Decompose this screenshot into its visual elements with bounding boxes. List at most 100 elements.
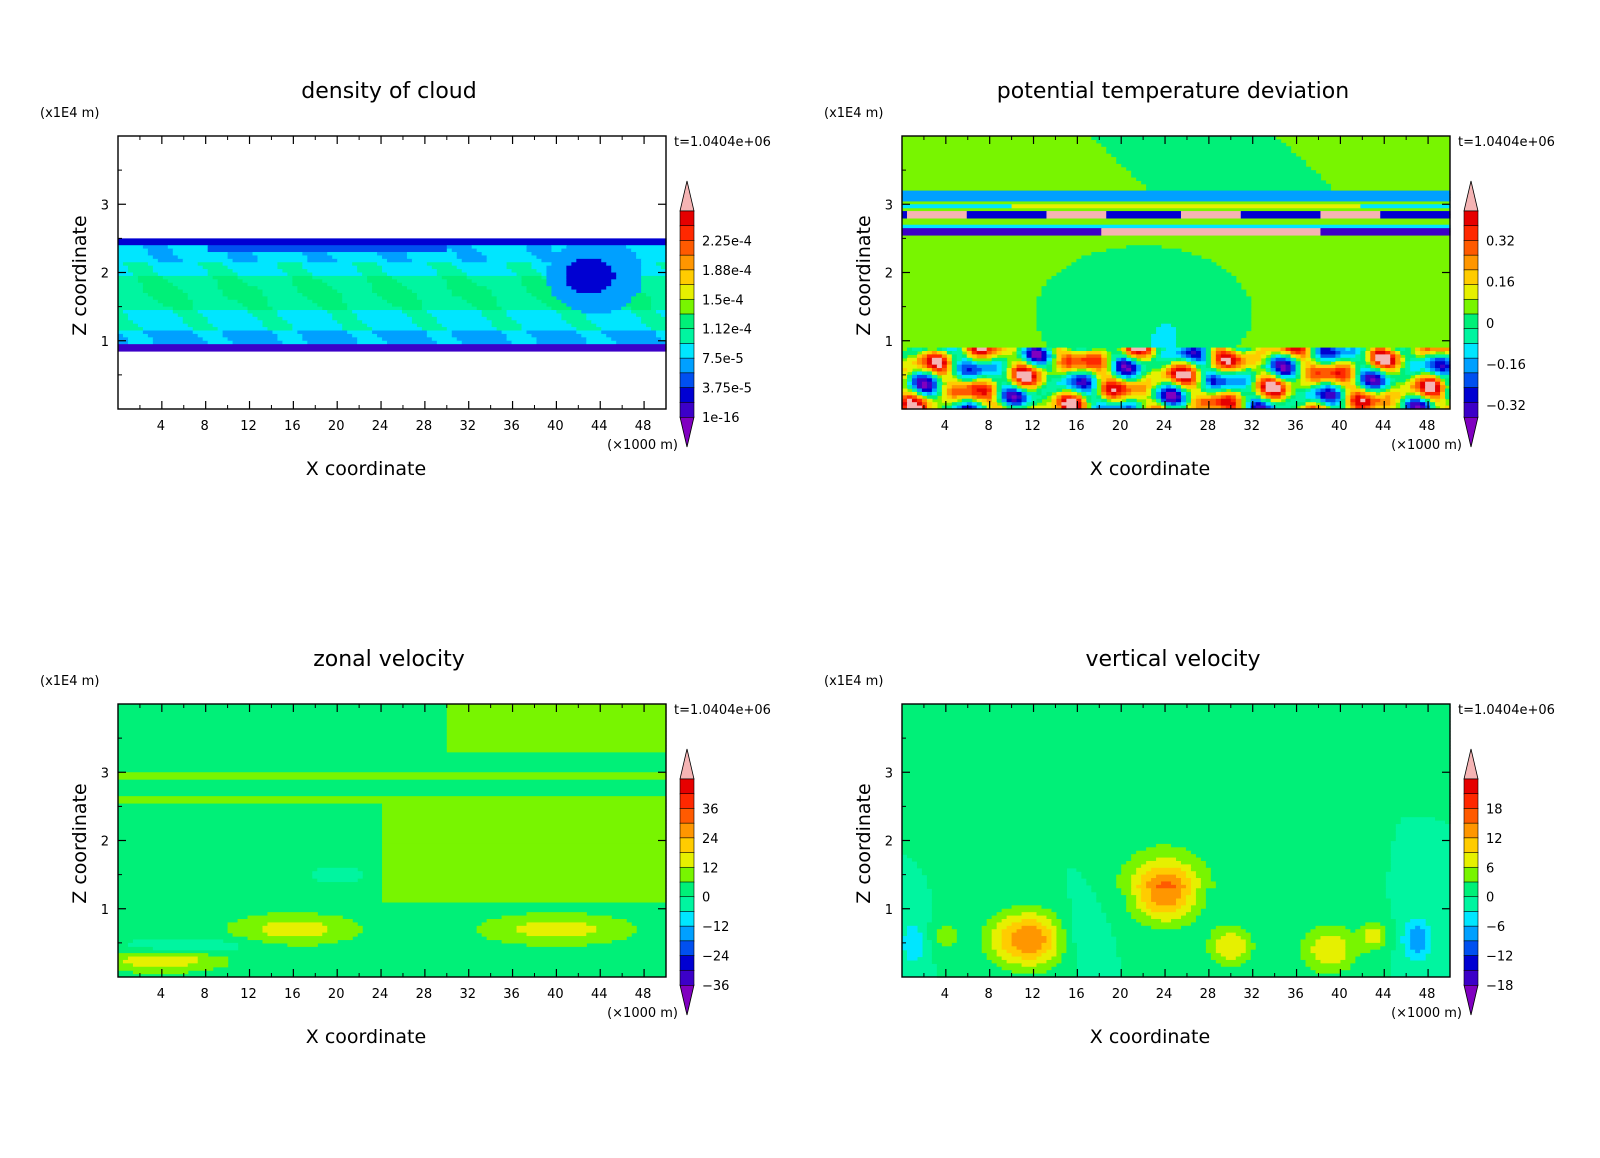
field-cell — [1205, 364, 1212, 369]
field-cell — [1420, 385, 1426, 390]
field-cell — [1021, 388, 1028, 393]
field-cell — [991, 381, 998, 386]
field-cell — [1190, 395, 1197, 400]
field-cell — [182, 258, 234, 263]
field-cell — [1390, 405, 1396, 410]
field-cell — [1141, 891, 1152, 896]
field-cell — [1011, 922, 1043, 927]
field-cell — [1141, 371, 1147, 376]
field-cell — [902, 802, 1451, 807]
field-cell — [491, 320, 518, 325]
field-cell — [1001, 361, 1008, 366]
field-cell — [941, 350, 948, 355]
field-cell — [902, 758, 1451, 763]
field-cell — [1006, 949, 1023, 954]
colorbar-label: −36 — [702, 979, 729, 994]
field-cell — [182, 316, 209, 321]
field-cell — [491, 289, 528, 294]
field-cell — [921, 391, 928, 396]
field-cell — [387, 272, 438, 277]
field-cell — [1176, 402, 1182, 407]
y-tick-label: 1 — [101, 335, 109, 350]
field-cell — [342, 292, 378, 297]
field-cell — [461, 340, 513, 345]
field-cell — [936, 936, 958, 941]
field-cell — [1250, 374, 1257, 379]
field-cell — [1225, 956, 1237, 961]
field-cell — [936, 932, 958, 937]
field-cell — [1285, 385, 1292, 390]
field-cell — [661, 265, 667, 270]
field-cell — [1185, 357, 1192, 362]
field-cell — [1001, 347, 1008, 352]
field-cell — [1400, 939, 1411, 944]
field-cell — [1340, 395, 1346, 400]
field-cell — [426, 262, 453, 267]
field-cell — [1310, 374, 1337, 379]
field-cell — [1265, 361, 1272, 366]
field-cell — [1305, 364, 1312, 369]
field-cell — [1325, 391, 1337, 396]
field-cell — [456, 252, 483, 257]
field-cell — [1400, 347, 1406, 352]
field-cell — [1440, 374, 1451, 379]
field-cell — [1151, 867, 1182, 872]
field-cell — [227, 296, 269, 301]
field-cell — [1350, 381, 1356, 386]
field-cell — [1141, 378, 1147, 383]
field-cell — [1021, 949, 1038, 954]
field-cell — [332, 255, 383, 260]
field-cell — [127, 269, 154, 274]
field-cell — [1195, 874, 1212, 879]
field-cell — [217, 279, 244, 284]
field-cell — [911, 361, 918, 366]
field-cell — [1200, 857, 1391, 862]
field-cell — [382, 857, 667, 862]
field-cell — [1146, 364, 1162, 369]
field-cell — [302, 337, 358, 342]
field-cell — [941, 925, 953, 930]
colorbar-band — [679, 401, 695, 418]
x-tick-label: 40 — [1331, 419, 1348, 434]
field-cell — [1001, 388, 1008, 393]
field-cell — [1036, 364, 1048, 369]
field-cell — [1185, 368, 1192, 373]
field-cell — [1345, 946, 1381, 951]
colorbar-band — [1463, 896, 1479, 913]
field-cell — [1086, 368, 1092, 373]
field-cell — [1285, 378, 1297, 383]
field-cell — [177, 255, 229, 260]
field-cell — [1250, 939, 1302, 944]
field-cell — [302, 252, 328, 257]
field-cell — [1285, 398, 1292, 403]
field-cell — [1200, 368, 1212, 373]
field-cell — [1270, 368, 1277, 373]
field-cell — [1410, 385, 1416, 390]
field-cell — [1210, 956, 1227, 961]
field-cell — [1076, 405, 1082, 410]
field-cell — [1355, 347, 1361, 352]
field-cell — [976, 405, 983, 410]
y-tick-label: 3 — [885, 766, 893, 781]
field-cell — [406, 255, 458, 260]
field-cell — [1385, 929, 1396, 934]
field-cell — [981, 371, 1003, 376]
field-cell — [357, 265, 383, 270]
field-cell — [357, 340, 388, 345]
field-cell — [1305, 368, 1312, 373]
field-cell — [961, 405, 973, 410]
field-cell — [926, 381, 933, 386]
colorbar-band — [679, 837, 695, 854]
x-tick-label: 16 — [284, 987, 301, 1002]
field-cell — [496, 327, 523, 332]
field-cell — [1250, 949, 1302, 954]
field-cell — [1190, 905, 1207, 910]
field-cell — [1380, 381, 1386, 386]
field-cell — [1180, 405, 1187, 410]
x-axis-label: X coordinate — [1090, 1026, 1210, 1048]
field-cell — [1176, 901, 1187, 906]
field-cell — [312, 275, 368, 280]
field-cell — [1325, 402, 1332, 407]
field-cell — [377, 262, 428, 267]
